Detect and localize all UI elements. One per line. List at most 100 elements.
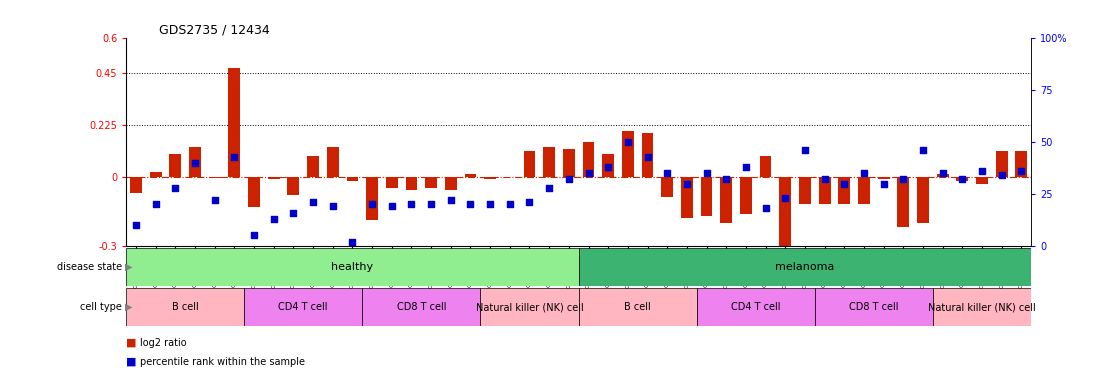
Bar: [362, 288, 480, 326]
Text: CD8 T cell: CD8 T cell: [849, 302, 898, 312]
Point: [284, 210, 302, 216]
Text: melanoma: melanoma: [776, 262, 835, 272]
Point: [619, 139, 636, 145]
Bar: [622, 131, 634, 177]
Point: [579, 170, 597, 176]
Bar: [126, 288, 245, 326]
Bar: [287, 177, 299, 195]
Point: [678, 180, 695, 187]
Text: healthy: healthy: [331, 262, 373, 272]
Text: ▶: ▶: [125, 262, 133, 272]
Bar: [701, 177, 712, 216]
Bar: [858, 177, 870, 204]
Point: [246, 232, 263, 238]
Point: [482, 201, 499, 207]
Bar: [996, 151, 1007, 177]
Point: [953, 176, 971, 182]
Bar: [642, 133, 654, 177]
Bar: [268, 177, 280, 179]
Bar: [126, 248, 578, 286]
Text: CD4 T cell: CD4 T cell: [731, 302, 780, 312]
Bar: [697, 288, 815, 326]
Bar: [815, 288, 932, 326]
Bar: [228, 68, 240, 177]
Point: [914, 147, 931, 154]
Bar: [681, 177, 693, 218]
Bar: [937, 174, 949, 177]
Point: [698, 170, 715, 176]
Bar: [878, 177, 890, 179]
Bar: [957, 177, 969, 181]
Bar: [818, 177, 830, 204]
Bar: [661, 177, 674, 197]
Point: [324, 203, 341, 209]
Point: [265, 216, 283, 222]
Point: [658, 170, 676, 176]
Point: [343, 238, 361, 245]
Point: [403, 201, 420, 207]
Point: [304, 199, 321, 205]
Point: [638, 154, 656, 160]
Bar: [721, 177, 732, 223]
Bar: [917, 177, 929, 223]
Bar: [740, 177, 751, 214]
Point: [777, 195, 794, 201]
Point: [521, 199, 539, 205]
Bar: [578, 288, 697, 326]
Bar: [131, 177, 142, 193]
Bar: [543, 147, 555, 177]
Bar: [1016, 151, 1027, 177]
Bar: [484, 177, 496, 179]
Bar: [523, 151, 535, 177]
Bar: [150, 172, 161, 177]
Point: [993, 172, 1010, 178]
Point: [934, 170, 951, 176]
Point: [206, 197, 224, 203]
Point: [717, 176, 735, 182]
Point: [127, 222, 145, 228]
Bar: [976, 177, 988, 184]
Text: cell type: cell type: [80, 302, 125, 312]
Bar: [578, 248, 1031, 286]
Point: [442, 197, 460, 203]
Point: [147, 201, 165, 207]
Point: [973, 168, 991, 174]
Bar: [759, 156, 771, 177]
Text: Natural killer (NK) cell: Natural killer (NK) cell: [476, 302, 584, 312]
Bar: [245, 288, 362, 326]
Bar: [799, 177, 811, 204]
Bar: [189, 147, 201, 177]
Point: [226, 154, 244, 160]
Bar: [426, 177, 437, 188]
Point: [561, 176, 578, 182]
Text: B cell: B cell: [172, 302, 199, 312]
Point: [757, 205, 774, 212]
Bar: [838, 177, 850, 204]
Text: ■: ■: [126, 338, 140, 348]
Point: [422, 201, 440, 207]
Point: [383, 203, 400, 209]
Point: [363, 201, 381, 207]
Bar: [386, 177, 397, 188]
Text: CD4 T cell: CD4 T cell: [279, 302, 328, 312]
Bar: [366, 177, 378, 220]
Point: [816, 176, 834, 182]
Bar: [464, 174, 476, 177]
Bar: [347, 177, 359, 181]
Point: [501, 201, 519, 207]
Text: Natural killer (NK) cell: Natural killer (NK) cell: [928, 302, 1036, 312]
Bar: [932, 288, 1031, 326]
Bar: [327, 147, 339, 177]
Point: [737, 164, 755, 170]
Bar: [897, 177, 909, 227]
Bar: [602, 154, 614, 177]
Point: [1013, 168, 1030, 174]
Bar: [445, 177, 456, 190]
Bar: [406, 177, 417, 190]
Point: [167, 185, 184, 191]
Point: [894, 176, 912, 182]
Text: B cell: B cell: [624, 302, 651, 312]
Text: percentile rank within the sample: percentile rank within the sample: [140, 357, 305, 367]
Bar: [583, 142, 595, 177]
Text: ■: ■: [126, 357, 140, 367]
